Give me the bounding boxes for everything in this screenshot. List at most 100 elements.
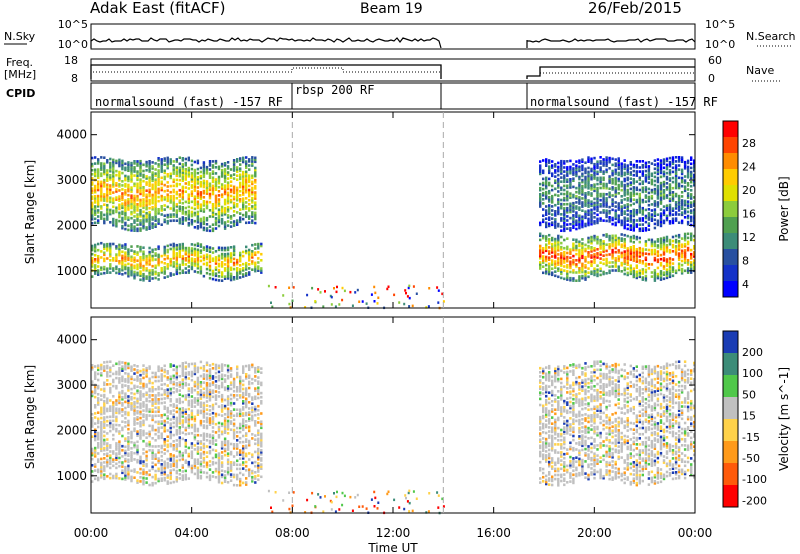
power-cell (211, 188, 215, 192)
power-cell (653, 240, 657, 244)
velocity-cell (154, 457, 157, 460)
power-cell (217, 198, 221, 201)
power-cell (590, 194, 593, 197)
power-cell (157, 222, 160, 225)
power-cell (572, 262, 575, 266)
velocity-cell (205, 465, 209, 469)
power-cell (686, 248, 690, 252)
power-cell (136, 217, 139, 220)
velocity-cell (100, 439, 103, 442)
power-cell (223, 180, 227, 183)
power-cell (677, 252, 681, 255)
velocity-cell (118, 442, 121, 445)
power-cell (578, 196, 581, 199)
power-cell (338, 303, 341, 306)
power-cell (127, 224, 130, 228)
velocity-cell (163, 460, 166, 464)
power-cell (130, 212, 133, 216)
power-cell (620, 270, 623, 273)
nsky-tick-top: 10^5 (58, 18, 88, 31)
velocity-cell (127, 474, 130, 478)
velocity-cell (115, 401, 118, 404)
power-cell (154, 217, 157, 220)
power-cell (590, 254, 593, 257)
power-cell (614, 178, 617, 182)
power-cell (124, 207, 127, 210)
velocity-cell (181, 451, 184, 455)
power-cell (94, 209, 97, 212)
power-cell (566, 172, 569, 175)
power-cell (587, 205, 590, 208)
velocity-cell (196, 440, 200, 443)
power-cell (623, 260, 626, 264)
power-cell (674, 168, 678, 171)
power-cell (136, 194, 139, 198)
velocity-cell (94, 404, 97, 407)
velocity-cell (199, 360, 203, 364)
power-cell (226, 195, 230, 199)
velocity-cell (124, 412, 127, 416)
power-cell (118, 211, 121, 215)
power-cell (351, 304, 354, 307)
power-cell (124, 259, 127, 263)
velocity-cell (106, 397, 109, 400)
power-cell (154, 188, 157, 192)
power-cell (178, 178, 181, 182)
velocity-cell (172, 480, 175, 484)
power-cell (190, 176, 194, 179)
velocity-cell (148, 379, 151, 383)
velocity-cell (163, 440, 166, 443)
power-cell (142, 169, 145, 173)
power-cell (217, 218, 221, 222)
power-cell (208, 174, 212, 177)
power-cell (220, 207, 224, 211)
power-cell (130, 165, 133, 169)
power-cell (683, 179, 687, 182)
power-cell (178, 189, 181, 192)
velocity-cell (112, 415, 115, 419)
power-cell (169, 272, 172, 275)
power-cell (103, 185, 106, 188)
power-cell (690, 238, 693, 242)
power-cell (587, 160, 590, 163)
power-cell (175, 172, 178, 175)
velocity-cell (169, 399, 172, 403)
power-cell (232, 247, 236, 250)
velocity-cell (106, 360, 109, 364)
velocity-cell (154, 428, 157, 432)
power-cell (169, 158, 172, 161)
velocity-cell (172, 454, 175, 457)
power-cell (680, 178, 684, 182)
power-cell (584, 212, 587, 216)
velocity-cell (202, 407, 206, 411)
velocity-cell (133, 364, 136, 367)
power-cell (581, 189, 584, 192)
power-cell (251, 221, 254, 224)
power-cell (181, 255, 184, 258)
power-cell (608, 253, 611, 256)
power-cell (142, 277, 145, 280)
power-cell (106, 179, 109, 182)
power-cell (175, 264, 178, 267)
velocity-cell (187, 477, 190, 480)
power-cell (629, 199, 632, 203)
power-cell (214, 182, 218, 185)
power-cell (260, 244, 263, 248)
power-cell (690, 174, 693, 178)
velocity-cell (133, 443, 136, 447)
velocity-cell (169, 444, 172, 448)
power-cell (671, 274, 675, 278)
power-cell (693, 200, 696, 203)
power-cell (674, 211, 678, 214)
power-cell (229, 221, 233, 224)
velocity-cell (172, 376, 175, 380)
power-cell (608, 211, 611, 215)
power-cell (641, 260, 644, 263)
power-cell (202, 171, 206, 175)
power-cell (202, 262, 206, 266)
velocity-cell (178, 452, 181, 456)
velocity-cell (136, 399, 139, 403)
power-cell (665, 214, 669, 218)
power-cell (121, 244, 124, 247)
